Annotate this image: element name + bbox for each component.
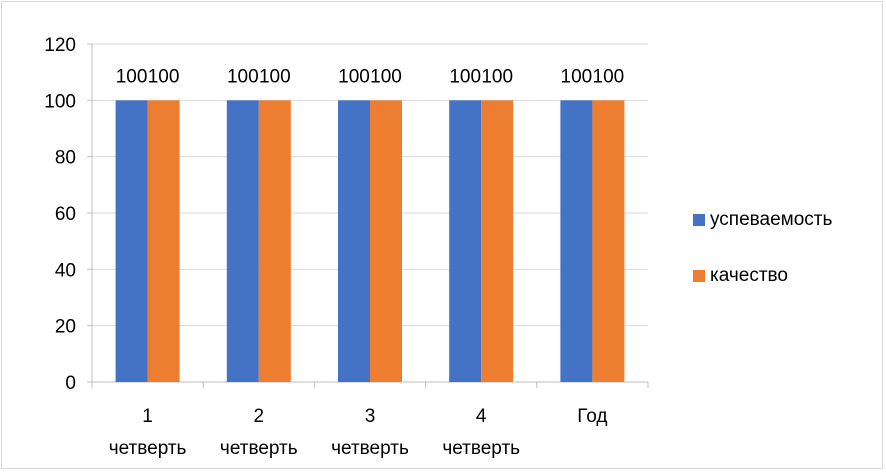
x-category-label: 2 (254, 406, 265, 427)
bar-0-2 (338, 100, 370, 382)
data-label: 100 (593, 66, 625, 87)
x-category-label: четверть (331, 438, 409, 459)
x-category-label: четверть (220, 438, 298, 459)
y-tick-label: 0 (65, 373, 76, 394)
x-category-label: 1 (142, 406, 153, 427)
legend: успеваемость качество (693, 207, 832, 319)
bars (115, 100, 625, 382)
x-category-label: Год (577, 406, 607, 427)
legend-swatch-1 (693, 270, 705, 282)
legend-label-1: качество (710, 265, 788, 286)
data-label: 100 (259, 66, 291, 87)
data-label: 100 (561, 66, 593, 87)
y-tick-label: 100 (44, 91, 76, 112)
bar-1-4 (592, 100, 625, 382)
bar-0-1 (226, 100, 259, 382)
data-label: 100 (116, 66, 148, 87)
data-label: 100 (449, 66, 481, 87)
x-category-label: 4 (476, 406, 487, 427)
x-category-label: 3 (365, 406, 376, 427)
bar-1-0 (147, 100, 180, 382)
data-label: 100 (481, 66, 513, 87)
bar-1-1 (258, 100, 291, 382)
legend-label-0: успеваемость (710, 209, 833, 230)
bar-1-3 (481, 100, 514, 382)
bar-0-4 (560, 100, 593, 382)
y-tick-label: 60 (55, 204, 76, 225)
bar-0-3 (449, 100, 482, 382)
x-category-label: четверть (442, 438, 520, 459)
y-tick-label: 40 (55, 260, 76, 281)
y-tick-label: 80 (55, 148, 76, 169)
legend-swatch-0 (693, 214, 705, 226)
data-label: 100 (148, 66, 180, 87)
y-tick-label: 20 (55, 317, 76, 338)
data-label: 100 (338, 66, 370, 87)
x-category-label: четверть (109, 438, 187, 459)
data-label: 100 (227, 66, 259, 87)
bar-0-0 (115, 100, 148, 382)
y-tick-label: 120 (44, 35, 76, 56)
data-label: 100 (370, 66, 402, 87)
bar-1-2 (370, 100, 402, 382)
legend-item-0: успеваемость (693, 207, 832, 233)
legend-item-1: качество (693, 263, 832, 289)
